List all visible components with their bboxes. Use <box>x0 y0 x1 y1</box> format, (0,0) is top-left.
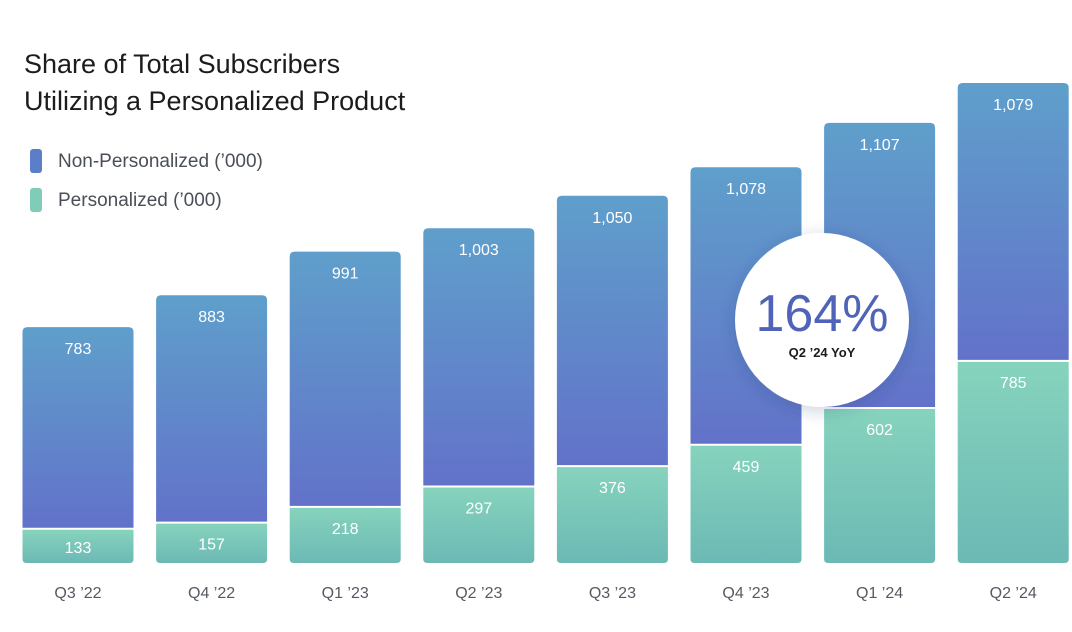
value-label-non-personalized: 1,079 <box>993 97 1033 114</box>
value-label-personalized: 602 <box>866 422 893 439</box>
bar-group: 783 133 <box>22 327 134 563</box>
legend: Non-Personalized (’000) Personalized (’0… <box>30 149 263 212</box>
bar-group: 1,050 376 <box>556 195 668 563</box>
bar-group: 991 218 <box>289 251 401 563</box>
x-tick-label: Q4 ’22 <box>188 585 235 602</box>
bar-personalized <box>423 487 535 563</box>
legend-swatch-personalized <box>30 188 42 212</box>
bar-group: 1,079 785 <box>957 83 1069 563</box>
bar-personalized <box>289 507 401 563</box>
bar-non-personalized <box>156 295 268 522</box>
x-tick-label: Q1 ’24 <box>856 585 903 602</box>
value-label-non-personalized: 883 <box>198 309 225 326</box>
bar-group: 1,003 297 <box>423 228 535 563</box>
chart-title-line-2: Utilizing a Personalized Product <box>24 86 406 116</box>
value-label-non-personalized: 1,003 <box>459 242 499 259</box>
value-label-non-personalized: 991 <box>332 266 359 283</box>
x-tick-label: Q3 ’22 <box>54 585 101 602</box>
chart-title: Share of Total Subscribers Utilizing a P… <box>24 49 406 116</box>
bar-group: 883 157 <box>156 295 268 563</box>
value-label-personalized: 376 <box>599 480 626 497</box>
bar-personalized <box>957 361 1069 563</box>
chart-title-line-1: Share of Total Subscribers <box>24 49 340 79</box>
bar-personalized <box>22 529 134 563</box>
bar-personalized <box>556 467 668 563</box>
bar-non-personalized <box>423 228 535 486</box>
x-tick-label: Q1 ’23 <box>322 585 369 602</box>
value-label-personalized: 785 <box>1000 375 1027 392</box>
bar-non-personalized <box>957 83 1069 360</box>
value-label-personalized: 157 <box>198 537 225 554</box>
value-label-non-personalized: 1,078 <box>726 181 766 198</box>
bar-personalized <box>690 445 802 563</box>
bar-non-personalized <box>556 195 668 466</box>
x-tick-label: Q2 ’23 <box>455 585 502 602</box>
value-label-non-personalized: 1,050 <box>592 210 632 227</box>
yoy-callout: 164% Q2 ’24 YoY <box>735 233 909 407</box>
value-label-personalized: 459 <box>733 459 760 476</box>
legend-label-non-personalized: Non-Personalized (’000) <box>58 151 263 172</box>
value-label-personalized: 133 <box>65 540 92 557</box>
yoy-callout-label: Q2 ’24 YoY <box>789 345 856 360</box>
yoy-callout-value: 164% <box>756 285 889 343</box>
x-tick-label: Q3 ’23 <box>589 585 636 602</box>
legend-swatch-non-personalized <box>30 149 42 173</box>
x-tick-label: Q4 ’23 <box>722 585 769 602</box>
bar-personalized <box>156 523 268 563</box>
x-axis-ticks: Q3 ’22 Q4 ’22 Q1 ’23 Q2 ’23 Q3 ’23 Q4 ’23 Q1 ’… <box>54 585 1036 602</box>
bar-non-personalized <box>22 327 134 528</box>
bar-personalized <box>824 408 936 563</box>
yoy-callout-circle <box>735 233 909 407</box>
bar-non-personalized <box>289 251 401 506</box>
value-label-non-personalized: 783 <box>65 341 92 358</box>
x-tick-label: Q2 ’24 <box>990 585 1037 602</box>
value-label-personalized: 297 <box>465 501 492 518</box>
legend-label-personalized: Personalized (’000) <box>58 190 222 211</box>
value-label-non-personalized: 1,107 <box>860 137 900 154</box>
value-label-personalized: 218 <box>332 521 359 538</box>
